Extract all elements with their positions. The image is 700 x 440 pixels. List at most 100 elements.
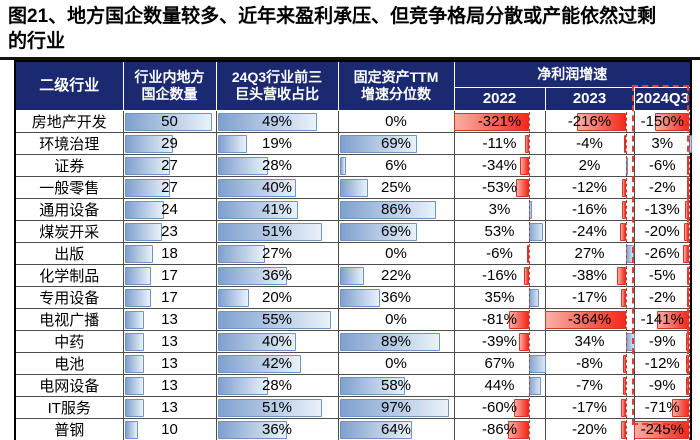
data-bar-negative xyxy=(621,200,627,219)
cell-value: 53% xyxy=(484,222,515,240)
cell-value: -86% xyxy=(481,420,518,438)
data-bar-negative xyxy=(520,156,529,175)
cell-value: 36% xyxy=(261,420,293,438)
data-bar-blue xyxy=(217,310,332,329)
cell-profit-2024q3: -71% xyxy=(633,396,692,419)
databar-axis-line xyxy=(626,155,628,176)
data-bar-blue xyxy=(339,332,440,351)
table-row: 煤炭开采 23 51% 69% 53% -24% -20% xyxy=(14,220,692,243)
cell-industry: 普钢 xyxy=(14,418,124,440)
data-bar-negative xyxy=(624,134,627,153)
cell-top3-share: 41% xyxy=(215,198,339,221)
cell-soe-count: 13 xyxy=(122,374,217,397)
cell-industry: 电池 xyxy=(14,352,124,375)
table-row: 电网设备 13 28% 58% 44% -7% -9% xyxy=(14,374,692,397)
cell-value: -8% xyxy=(576,354,603,372)
cell-fai-percentile: 64% xyxy=(337,418,455,440)
cell-value: 55% xyxy=(261,310,293,328)
cell-value: 13 xyxy=(161,354,178,372)
cell-value: 58% xyxy=(380,376,412,394)
data-bar-positive xyxy=(528,354,547,373)
cell-value: -20% xyxy=(571,420,608,438)
data-bar-negative xyxy=(623,354,627,373)
table-row: 证券 27 28% 6% -34% 2% -6% xyxy=(14,154,692,177)
cell-value: 86% xyxy=(380,200,412,218)
cell-value: 64% xyxy=(380,420,412,438)
cell-industry: 通用设备 xyxy=(14,198,124,221)
cell-fai-percentile: 0% xyxy=(337,352,455,375)
cell-fai-percentile: 69% xyxy=(337,220,455,243)
data-bar-negative xyxy=(544,310,627,329)
cell-value: -5% xyxy=(648,266,676,284)
cell-profit-2023: -4% xyxy=(544,132,635,155)
data-bar-blue xyxy=(124,420,139,439)
data-bar-blue xyxy=(217,112,318,131)
header-fai-percentile: 固定资产TTM 增速分位数 xyxy=(337,60,455,111)
data-bar-blue xyxy=(124,288,152,307)
databar-axis-line xyxy=(626,199,628,220)
cell-value: 13 xyxy=(161,310,178,328)
cell-value: -6% xyxy=(648,156,676,174)
cell-profit-2024q3: -26% xyxy=(633,242,692,265)
data-bar-negative xyxy=(525,134,529,153)
cell-value: -26% xyxy=(644,244,680,262)
data-bar-blue xyxy=(217,244,266,263)
cell-profit-2024q3: 3% xyxy=(633,132,692,155)
cell-profit-2023: -8% xyxy=(544,352,635,375)
cell-value: 20% xyxy=(261,288,293,306)
table-row: 一般零售 27 40% 25% -53% -12% -2% xyxy=(14,176,692,199)
cell-profit-2023: -17% xyxy=(544,286,635,309)
header-top3-line2: 巨头营收占比 xyxy=(235,86,319,102)
cell-profit-2022: -60% xyxy=(453,396,546,419)
header-top3-line1: 24Q3行业前三 xyxy=(231,68,323,85)
databar-axis-line xyxy=(528,419,530,440)
cell-value: 27 xyxy=(161,178,178,196)
cell-value: 29 xyxy=(161,134,178,152)
cell-soe-count: 27 xyxy=(122,176,217,199)
industry-table: 二级行业 行业内地方 国企数量 24Q3行业前三 巨头营收占比 固定资产TTM … xyxy=(14,60,693,440)
header-fai-line1: 固定资产TTM xyxy=(353,68,439,85)
cell-value: 36% xyxy=(261,266,293,284)
header-soe-count: 行业内地方 国企数量 xyxy=(122,60,217,111)
cell-value: -2% xyxy=(648,288,676,306)
cell-profit-2023: -7% xyxy=(544,374,635,397)
databar-axis-line xyxy=(626,221,628,242)
databar-axis-line xyxy=(528,221,530,242)
data-bar-negative xyxy=(507,420,529,439)
data-bar-blue xyxy=(339,222,418,241)
cell-value: 17 xyxy=(161,266,178,284)
cell-value: -24% xyxy=(571,222,608,240)
databar-axis-line xyxy=(689,265,691,286)
figure-title-line2: 的行业 xyxy=(8,31,66,52)
data-bar-blue xyxy=(124,332,144,351)
cell-profit-2022: 53% xyxy=(453,220,546,243)
cell-top3-share: 42% xyxy=(215,352,339,375)
cell-top3-share: 49% xyxy=(215,110,339,133)
cell-profit-2024q3: -245% xyxy=(633,418,692,440)
cell-soe-count: 18 xyxy=(122,242,217,265)
data-bar-blue xyxy=(339,200,437,219)
cell-soe-count: 13 xyxy=(122,308,217,331)
cell-value: -4% xyxy=(576,134,603,152)
cell-soe-count: 29 xyxy=(122,132,217,155)
cell-soe-count: 50 xyxy=(122,110,217,133)
cell-value: -71% xyxy=(644,398,680,416)
cell-profit-2022: 44% xyxy=(453,374,546,397)
cell-fai-percentile: 89% xyxy=(337,330,455,353)
header-fai-line2: 增速分位数 xyxy=(361,86,431,102)
cell-soe-count: 13 xyxy=(122,396,217,419)
data-bar-blue xyxy=(339,376,405,395)
data-bar-blue xyxy=(124,156,170,175)
databar-axis-line xyxy=(626,375,628,396)
data-bar-negative xyxy=(622,178,627,197)
cell-top3-share: 55% xyxy=(215,308,339,331)
cell-value: 27% xyxy=(574,244,605,262)
cell-profit-2024q3: -6% xyxy=(633,154,692,177)
cell-industry: 房地产开发 xyxy=(14,110,124,133)
cell-profit-2023: -12% xyxy=(544,176,635,199)
databar-axis-line xyxy=(689,177,691,198)
cell-industry: 电网设备 xyxy=(14,374,124,397)
databar-axis-line xyxy=(689,419,691,440)
cell-value: -16% xyxy=(481,266,518,284)
